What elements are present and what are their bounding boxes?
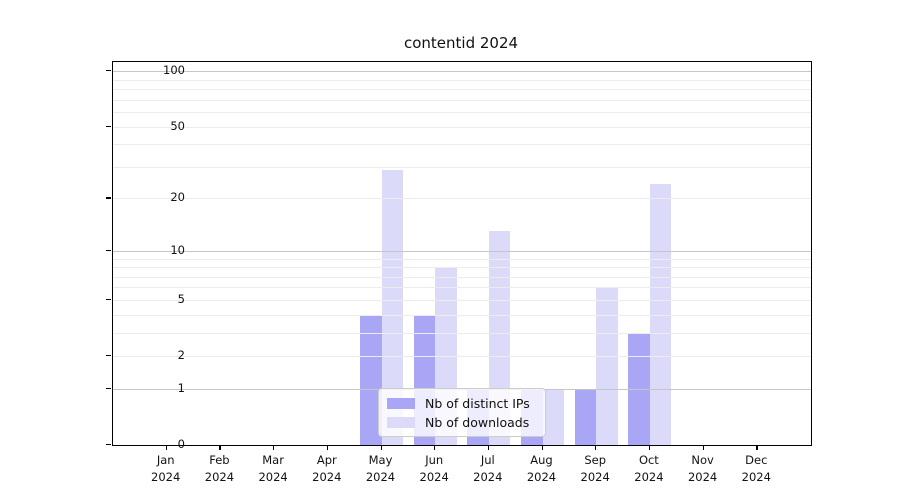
y-tick-mark (106, 125, 111, 127)
x-tick-mark (165, 445, 167, 450)
x-tick-label-nov: Nov 2024 (687, 453, 718, 484)
x-tick-label-jun: Jun 2024 (419, 453, 449, 484)
y-tick-mark (106, 197, 111, 199)
gridline-2 (113, 356, 811, 357)
gridline-9 (113, 258, 811, 260)
x-tick-mark (702, 445, 704, 450)
gridline-40 (113, 144, 811, 146)
x-tick-label-sep: Sep 2024 (580, 453, 610, 484)
y-tick-mark (106, 298, 111, 301)
x-tick-mark (434, 445, 436, 450)
y-tick-label-0: 0 (177, 437, 185, 451)
gridline-6 (113, 287, 811, 289)
x-tick-label-apr: Apr 2024 (312, 453, 342, 484)
x-tick-mark (219, 445, 221, 450)
x-tick-mark (380, 445, 382, 450)
x-tick-mark (273, 445, 275, 450)
x-tick-label-dec: Dec 2024 (741, 453, 771, 484)
gridline-100 (113, 71, 811, 73)
legend-swatch-distinct-ips (387, 397, 415, 409)
y-tick-label-100: 100 (163, 63, 185, 78)
x-tick-label-feb: Feb 2024 (204, 453, 235, 484)
y-tick-label-10: 10 (170, 242, 185, 257)
gridline-8 (113, 267, 811, 268)
y-tick-mark (106, 249, 111, 252)
legend-label-downloads: Nb of downloads (425, 414, 530, 430)
bar-may-distinct-ips (360, 314, 382, 445)
bar-aug-downloads (542, 388, 564, 445)
x-tick-label-may: May 2024 (365, 453, 396, 484)
x-tick-mark (487, 445, 490, 450)
gridline-30 (113, 166, 811, 168)
x-tick-label-aug: Aug 2024 (526, 453, 557, 484)
gridline-90 (113, 79, 811, 81)
y-tick-label-1: 1 (177, 380, 185, 395)
plot-area (112, 61, 812, 446)
gridline-70 (113, 99, 811, 101)
gridline-50 (113, 126, 811, 128)
y-tick-mark (106, 444, 111, 446)
legend: Nb of distinct IPs Nb of downloads (378, 388, 546, 437)
y-tick-label-5: 5 (177, 291, 185, 306)
chart-title: contentid 2024 (403, 34, 519, 52)
y-tick-mark (106, 387, 111, 390)
x-tick-label-oct: Oct 2024 (634, 453, 664, 484)
y-tick-label-2: 2 (177, 348, 185, 362)
x-tick-label-jul: Jul 2024 (473, 453, 503, 484)
legend-item-distinct-ips: Nb of distinct IPs (379, 396, 545, 411)
x-tick-label-jan: Jan 2024 (151, 453, 181, 484)
gridline-3 (113, 332, 811, 334)
gridline-60 (113, 112, 811, 113)
bar-sep-distinct-ips (574, 388, 597, 445)
x-tick-mark (541, 445, 543, 450)
x-tick-label-mar: Mar 2024 (258, 453, 288, 484)
x-tick-mark (756, 445, 758, 450)
x-tick-mark (595, 445, 597, 450)
gridline-80 (113, 89, 811, 91)
gridline-10 (113, 250, 811, 252)
bar-sep-downloads (596, 287, 618, 445)
y-tick-label-50: 50 (170, 118, 185, 133)
y-tick-mark (106, 70, 111, 72)
legend-item-downloads: Nb of downloads (379, 415, 545, 430)
bar-may-downloads (381, 169, 403, 445)
x-tick-mark (326, 445, 329, 450)
legend-swatch-downloads (387, 416, 415, 428)
y-tick-label-20: 20 (170, 190, 185, 205)
legend-label-distinct-ips: Nb of distinct IPs (425, 395, 530, 411)
x-tick-mark (648, 445, 651, 450)
gridline-5 (113, 299, 811, 301)
gridline-20 (113, 198, 811, 200)
y-tick-mark (106, 355, 111, 357)
bar-oct-distinct-ips (628, 332, 650, 445)
gridline-7 (113, 276, 811, 278)
gridline-4 (113, 314, 811, 316)
